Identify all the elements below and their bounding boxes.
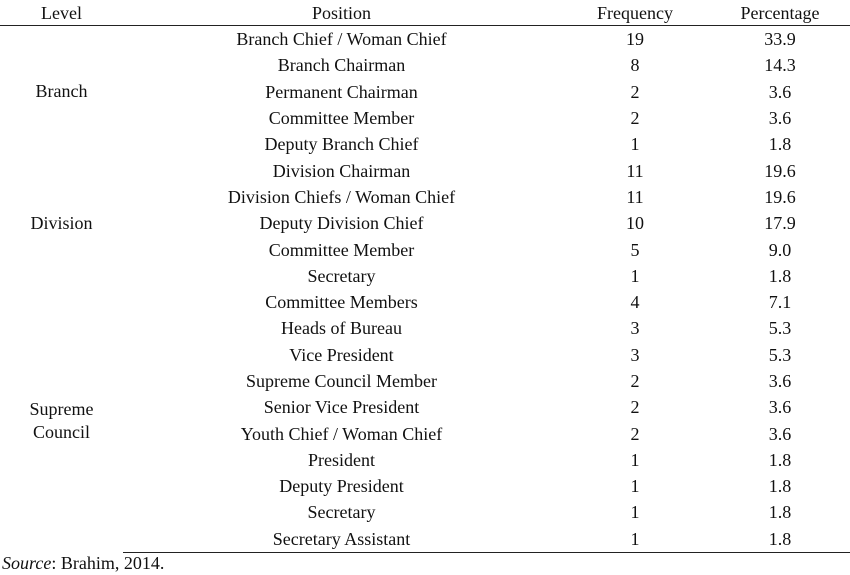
table-row: Deputy Division Chief 10 17.9: [0, 210, 850, 236]
frequency-cell: 1: [560, 525, 710, 553]
table-row: Committee Member 5 9.0: [0, 236, 850, 262]
level-division: Division: [0, 157, 123, 288]
frequency-cell: 1: [630, 449, 640, 470]
frequency-cell: 2: [630, 371, 640, 391]
table-row: Secretary 1 1.8: [0, 499, 850, 525]
table-row: Heads of Bureau 3 5.3: [0, 315, 850, 341]
header-level: Level: [0, 0, 123, 26]
frequency-cell: 3: [630, 344, 640, 365]
position-cell: Heads of Bureau: [281, 318, 402, 339]
frequency-cell: 19: [626, 29, 644, 50]
header-frequency: Frequency: [560, 0, 710, 26]
position-cell: Division Chairman: [272, 160, 411, 181]
percentage-cell: 1.8: [768, 502, 792, 523]
position-cell: Division Chiefs / Woman Chief: [227, 186, 456, 207]
percentage-cell: 33.9: [764, 29, 796, 50]
frequency-cell: 4: [630, 292, 640, 313]
frequency-cell: 1: [630, 134, 640, 155]
position-cell: Committee Member: [268, 239, 415, 260]
table-row: Deputy Branch Chief 1 1.8: [0, 131, 850, 157]
percentage-cell: 1.8: [710, 525, 850, 553]
position-cell: Senior Vice President: [263, 397, 420, 418]
level-branch: Branch: [0, 26, 123, 158]
table-row: Permanent Chairman 2 3.6: [0, 79, 850, 105]
position-cell: Deputy Division Chief: [259, 213, 424, 234]
percentage-cell: 1.8: [768, 449, 792, 470]
table-row: Senior Vice President 2 3.6: [0, 394, 850, 420]
position-cell: Vice President: [289, 344, 394, 365]
table-row: President 1 1.8: [0, 447, 850, 473]
table-row: Division Chiefs / Woman Chief 11 19.6: [0, 184, 850, 210]
source-label: Source: [2, 553, 52, 573]
percentage-cell: 1.8: [768, 265, 792, 286]
position-cell: Secretary: [307, 502, 376, 523]
level-supreme-council: Supreme Council: [0, 289, 123, 552]
percentage-cell: 9.0: [768, 239, 792, 260]
frequency-cell: 5: [630, 239, 640, 260]
table-row: Secretary Assistant 1 1.8: [0, 525, 850, 553]
position-cell: Committee Member: [268, 108, 415, 129]
positions-table: Level Position Frequency Percentage Bran…: [0, 0, 850, 553]
level-label: Supreme: [29, 398, 94, 419]
header-row: Level Position Frequency Percentage: [0, 0, 850, 26]
position-cell: Permanent Chairman: [265, 81, 418, 102]
table-header: Level Position Frequency Percentage: [0, 0, 850, 26]
position-cell: Committee Members: [265, 292, 418, 313]
frequency-cell: 10: [626, 213, 644, 234]
table-row: Deputy President 1 1.8: [0, 473, 850, 499]
level-label: Division: [30, 212, 93, 233]
position-cell: Secretary Assistant: [123, 525, 560, 553]
table-row: Division Division Chairman 11 19.6: [0, 157, 850, 233]
header-position: Position: [123, 0, 560, 26]
table-row: Secretary 1 1.8: [0, 263, 850, 289]
frequency-cell: 2: [630, 81, 640, 102]
source-note: Source: Brahim, 2014.: [2, 552, 164, 574]
percentage-cell: 19.6: [764, 186, 796, 207]
table-row: Supreme Council Committee Members 4 7.1: [0, 289, 850, 442]
header-percentage: Percentage: [710, 0, 850, 26]
frequency-cell: 11: [626, 186, 644, 207]
frequency-cell: 2: [630, 397, 640, 418]
percentage-cell: 3.6: [768, 108, 792, 129]
frequency-cell: 2: [630, 423, 640, 444]
frequency-cell: 1: [630, 476, 640, 497]
source-text: : Brahim, 2014.: [51, 553, 165, 573]
percentage-cell: 5.3: [768, 344, 792, 365]
percentage-cell: 7.1: [768, 292, 792, 313]
position-cell: President: [308, 449, 375, 470]
frequency-cell: 2: [630, 108, 640, 129]
percentage-cell: 3.6: [768, 81, 792, 102]
percentage-cell: 17.9: [764, 213, 796, 234]
position-cell: Supreme Council Member: [246, 371, 437, 391]
table-row: Branch Chairman 8 14.3: [0, 52, 850, 78]
percentage-cell: 1.8: [768, 134, 792, 155]
percentage-cell: 19.6: [764, 160, 796, 181]
level-label: Branch: [35, 81, 88, 102]
frequency-cell: 11: [626, 160, 644, 181]
percentage-cell: 3.6: [768, 371, 792, 391]
frequency-cell: 1: [630, 265, 640, 286]
position-cell: Branch Chairman: [277, 55, 406, 76]
position-cell: Deputy President: [279, 476, 404, 497]
percentage-cell: 5.3: [768, 318, 792, 339]
position-cell: Deputy Branch Chief: [264, 134, 419, 155]
table-row: Supreme Council Member 2 3.6: [0, 368, 850, 394]
percentage-cell: 14.3: [764, 55, 796, 76]
position-cell: Branch Chief / Woman Chief: [236, 29, 447, 50]
frequency-cell: 8: [630, 55, 640, 76]
frequency-cell: 3: [630, 318, 640, 339]
percentage-cell: 3.6: [768, 423, 792, 444]
percentage-cell: 3.6: [768, 397, 792, 418]
position-cell: Youth Chief / Woman Chief: [240, 423, 443, 444]
table-body: Branch Branch Chief / Woman Chief 19 33.…: [0, 26, 850, 553]
frequency-cell: 1: [630, 502, 640, 523]
table-row: Youth Chief / Woman Chief 2 3.6: [0, 420, 850, 446]
position-cell: Secretary: [307, 265, 376, 286]
percentage-cell: 1.8: [768, 476, 792, 497]
table-row: Committee Member 2 3.6: [0, 105, 850, 131]
level-label: Council: [33, 421, 90, 442]
table-row: Branch Branch Chief / Woman Chief 19 33.…: [0, 26, 850, 101]
table-row: Vice President 3 5.3: [0, 342, 850, 368]
